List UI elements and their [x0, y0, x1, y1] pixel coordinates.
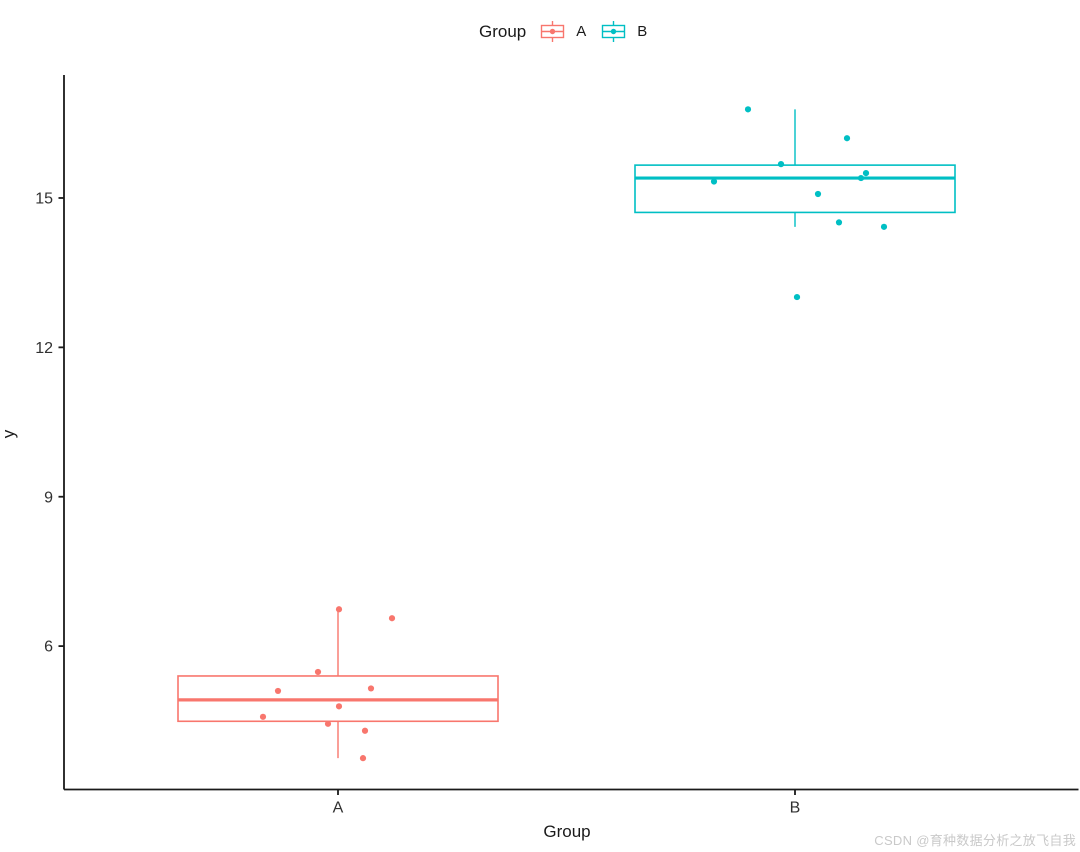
- y-tick-label: 15: [35, 191, 53, 208]
- legend-title: Group: [479, 21, 527, 41]
- jitter-point-B: [843, 135, 851, 142]
- jitter-point-A: [324, 720, 332, 727]
- boxplot-key-icon: [602, 21, 626, 42]
- jitter-point-B: [862, 169, 870, 177]
- jitter-point-A: [388, 615, 396, 622]
- jitter-point-B: [857, 174, 865, 182]
- legend-entry-group-a: A: [540, 19, 586, 44]
- jitter-point-B: [744, 106, 752, 113]
- y-tick-label: 9: [44, 489, 53, 506]
- jitter-point-A: [259, 713, 267, 720]
- jitter-point-B: [710, 178, 718, 185]
- jitter-point-B: [777, 161, 785, 168]
- boxplot-key-icon: [541, 21, 565, 42]
- chart-legend: Group A B: [479, 19, 662, 44]
- jitter-point-A: [274, 687, 282, 695]
- jitter-point-A: [367, 685, 375, 692]
- jitter-point-A: [361, 727, 369, 734]
- legend-entry-group-b: B: [601, 19, 647, 44]
- x-axis-title: Group: [543, 822, 591, 841]
- legend-label: A: [576, 23, 587, 40]
- jitter-point-A: [335, 703, 343, 710]
- y-tick-label: 6: [44, 639, 53, 656]
- jitter-point-A: [335, 606, 343, 613]
- y-tick-label: 12: [35, 340, 53, 357]
- x-tick-label: B: [790, 800, 801, 817]
- jitter-point-A: [314, 668, 322, 676]
- box-B: [634, 164, 956, 214]
- y-axis-title: y: [0, 429, 18, 439]
- jitter-point-B: [835, 219, 843, 226]
- x-tick-label: A: [333, 800, 344, 817]
- jitter-point-B: [793, 293, 801, 301]
- watermark: CSDN @育种数据分析之放飞自我: [874, 833, 1076, 848]
- jitter-point-B: [880, 223, 888, 230]
- jitter-point-B: [814, 190, 822, 198]
- legend-label: B: [637, 23, 648, 40]
- jitter-point-A: [359, 755, 367, 762]
